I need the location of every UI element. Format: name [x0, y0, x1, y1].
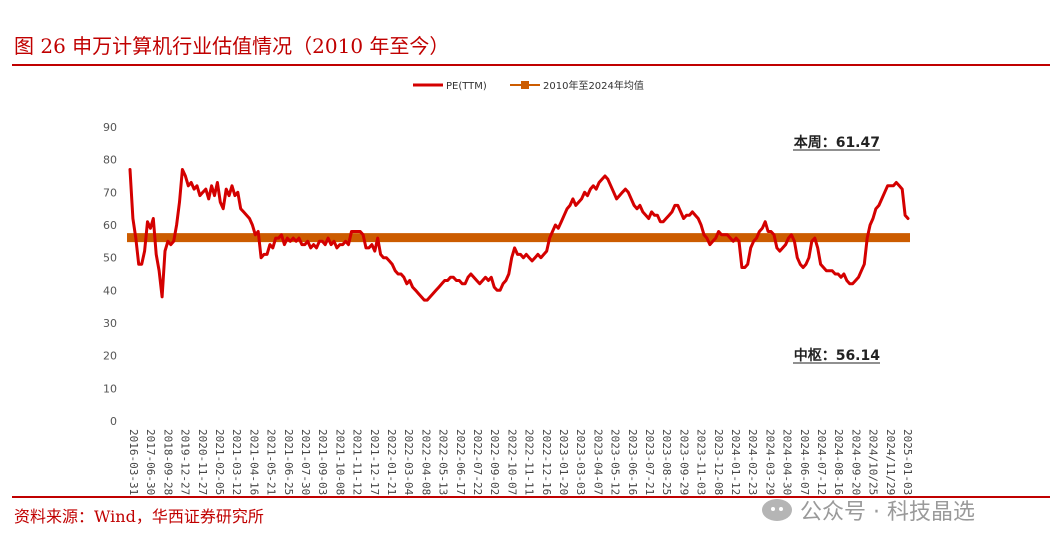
x-tick-label: 2020-11-27	[196, 429, 209, 495]
x-tick-label: 2024-09-20	[849, 429, 862, 495]
x-tick-label: 2023-08-25	[660, 429, 673, 495]
x-tick-label: 2021-12-17	[368, 429, 381, 495]
x-tick-label: 2021-02-05	[213, 429, 226, 495]
watermark-text: 公众号 · 科技晶选	[800, 500, 975, 525]
y-tick-label: 50	[103, 252, 117, 265]
x-tick-label: 2021-09-03	[316, 429, 329, 495]
x-tick-label: 2022-04-08	[419, 429, 432, 495]
x-tick-label: 2022-11-11	[523, 429, 536, 495]
current-pe-annotation: 本周：61.47	[794, 134, 880, 151]
x-tick-label: 2024-07-12	[815, 429, 828, 495]
source-note: 资料来源：Wind，华西证券研究所	[14, 507, 264, 526]
x-tick-label: 2023-09-29	[677, 429, 690, 495]
chart-annotations: 本周：61.47 中枢：56.14	[793, 134, 880, 364]
x-tick-label: 2023-01-20	[557, 429, 570, 495]
x-tick-label: 2023-12-08	[712, 429, 725, 495]
chart-legend: PE(TTM) 2010年至2024年均值	[413, 79, 644, 92]
x-tick-label: 2018-09-28	[161, 429, 174, 495]
y-tick-label: 40	[103, 284, 117, 297]
x-tick-label: 2021-10-08	[333, 429, 346, 495]
y-tick-label: 10	[103, 382, 117, 395]
y-tick-label: 90	[103, 121, 117, 134]
x-tick-label: 2024/11/29	[884, 429, 897, 495]
x-tick-label: 2021-04-16	[247, 429, 260, 495]
title-divider	[12, 64, 1050, 66]
watermark: 公众号 · 科技晶选	[762, 494, 975, 526]
x-tick-label: 2024-01-12	[729, 429, 742, 495]
x-tick-label: 2022-12-16	[540, 429, 553, 495]
x-tick-label: 2022-10-07	[505, 429, 518, 495]
x-tick-label: 2024-03-29	[763, 429, 776, 495]
legend-label-pe: PE(TTM)	[446, 81, 487, 92]
pe-valuation-chart: PE(TTM) 2010年至2024年均值 0 10 20 30 40 50 60 70 80 90…	[103, 79, 914, 496]
x-tick-label: 2017-06-30	[144, 429, 157, 495]
x-tick-label: 2022-07-22	[471, 429, 484, 495]
x-axis: 2016-03-31 2017-06-30 2018-09-28 2019-12-27…	[127, 429, 914, 496]
y-tick-label: 80	[103, 154, 117, 167]
x-tick-label: 2025-01-03	[901, 429, 914, 495]
x-tick-label: 2021-11-12	[351, 429, 364, 495]
x-tick-label: 2016-03-31	[127, 429, 140, 495]
y-tick-label: 60	[103, 219, 117, 232]
y-tick-label: 30	[103, 317, 117, 330]
pe-series-line	[128, 168, 910, 302]
x-tick-label: 2024/10/25	[867, 429, 880, 495]
x-tick-label: 2021-03-12	[230, 429, 243, 495]
x-tick-label: 2021-06-25	[282, 429, 295, 495]
y-tick-label: 0	[110, 415, 117, 428]
legend-marker-mean	[521, 81, 529, 89]
x-tick-label: 2024-02-23	[746, 429, 759, 495]
x-tick-label: 2021-07-30	[299, 429, 312, 495]
plot-area	[127, 168, 910, 302]
x-tick-label: 2023-11-03	[695, 429, 708, 495]
x-tick-label: 2023-04-07	[591, 429, 604, 495]
x-tick-label: 2024-04-30	[781, 429, 794, 495]
x-tick-label: 2024-08-16	[832, 429, 845, 495]
x-tick-label: 2022-01-21	[385, 429, 398, 495]
x-tick-label: 2023-05-12	[609, 429, 622, 495]
x-tick-label: 2021-05-21	[265, 429, 278, 495]
x-tick-label: 2022-05-13	[437, 429, 450, 495]
y-tick-label: 20	[103, 350, 117, 363]
legend-label-mean: 2010年至2024年均值	[543, 79, 644, 92]
x-tick-label: 2023-06-16	[626, 429, 639, 495]
x-tick-label: 2019-12-27	[179, 429, 192, 495]
x-tick-label: 2022-03-04	[402, 429, 415, 496]
x-tick-label: 2022-06-17	[454, 429, 467, 495]
y-tick-label: 70	[103, 186, 117, 199]
wechat-icon	[762, 499, 792, 521]
figure-title: 图 26 申万计算机行业估值情况（2010 年至今）	[14, 34, 450, 58]
x-tick-label: 2023-07-21	[643, 429, 656, 495]
center-pe-annotation: 中枢：56.14	[794, 347, 881, 364]
x-tick-label: 2023-03-03	[574, 429, 587, 495]
x-tick-label: 2024-06-07	[798, 429, 811, 495]
footer-divider	[12, 496, 1050, 498]
x-tick-label: 2022-09-02	[488, 429, 501, 495]
y-axis: 0 10 20 30 40 50 60 70 80 90	[103, 121, 117, 428]
